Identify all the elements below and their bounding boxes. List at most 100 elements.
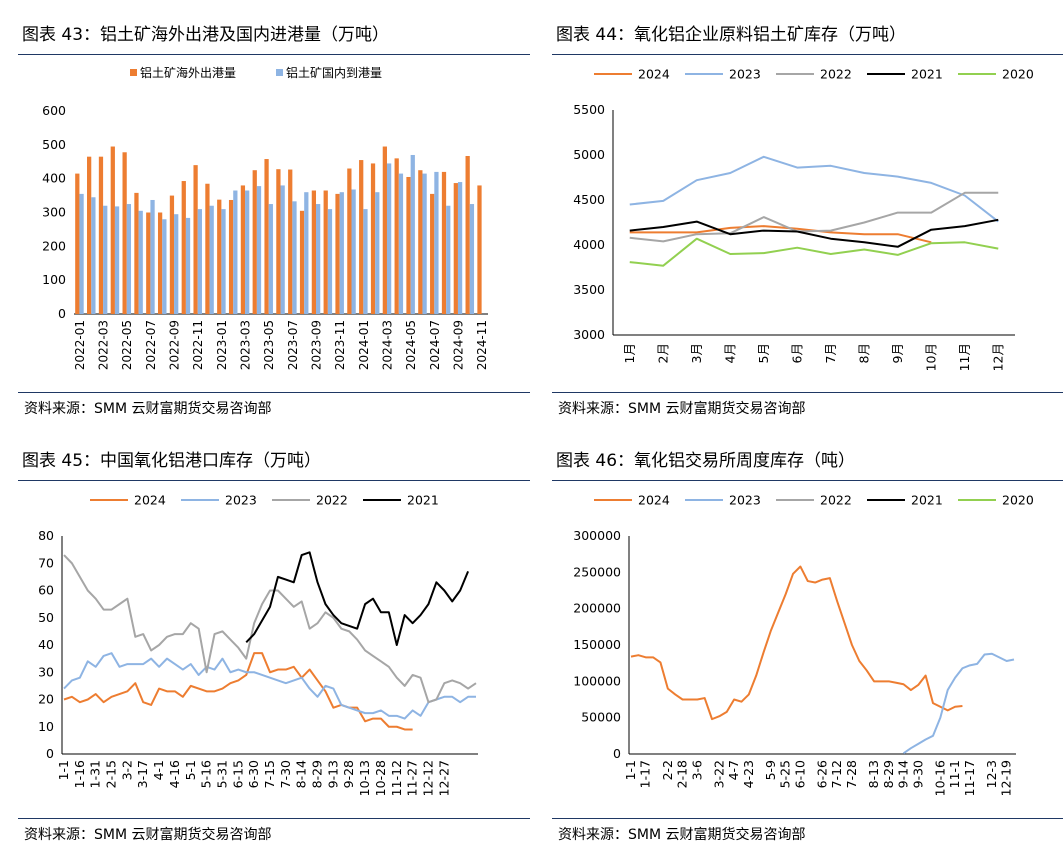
x-tick-label: 11月 <box>957 343 972 371</box>
chart-title: 图表 43：铝土矿海外出港及国内进港量（万吨） <box>22 25 390 45</box>
y-tick-label: 40 <box>38 637 54 652</box>
x-tick-label: 2024-07 <box>428 320 442 370</box>
bar-2022-02-s1 <box>91 197 96 314</box>
x-tick-label: 7-12 <box>829 760 844 788</box>
legend-label-2023: 2023 <box>729 67 761 82</box>
x-tick-label: 2022-07 <box>144 320 158 370</box>
bar-2024-07-s1 <box>434 171 439 314</box>
y-tick-label: 500 <box>42 137 66 152</box>
x-tick-label: 5-25 <box>778 760 793 788</box>
bar-2022-04-s0 <box>110 146 115 314</box>
x-tick-label: 3月 <box>689 343 704 363</box>
bar-2023-09-s0 <box>311 190 317 314</box>
x-tick-label: 1-1 <box>623 760 638 780</box>
bar-2022-06-s0 <box>134 192 139 314</box>
x-tick-label: 2-15 <box>104 760 119 788</box>
bar-2023-12-s1 <box>351 189 356 314</box>
x-tick-label: 11-12 <box>389 760 404 796</box>
x-tick-label: 8月 <box>856 343 871 363</box>
y-tick-label: 600 <box>42 103 66 118</box>
series-line-2020 <box>629 237 999 267</box>
bar-2022-10-s1 <box>185 217 191 314</box>
legend-label-2020: 2020 <box>1002 67 1034 82</box>
bar-2024-08-s1 <box>446 205 451 314</box>
x-tick-label: 7月 <box>823 343 838 363</box>
y-tick-label: 100000 <box>573 673 621 688</box>
bar-2024-05-s0 <box>406 176 411 314</box>
panel-chart-46: 图表 46：氧化铝交易所周度库存（吨） 0 50000 100000 150000 20… <box>552 436 1063 846</box>
bar-2022-09-s0 <box>169 195 175 314</box>
x-tick-label: 9-14 <box>896 760 911 788</box>
y-tick-label: 3000 <box>573 327 605 342</box>
x-tick-label: 8-14 <box>294 760 309 788</box>
bar-2022-12-s0 <box>205 183 210 314</box>
y-tick-label: 100 <box>42 272 66 287</box>
x-tick-label: 10月 <box>923 343 938 371</box>
bar-2024-06-s0 <box>418 170 423 314</box>
bar-2022-06-s1 <box>138 210 143 314</box>
bar-2022-11-s0 <box>193 165 198 314</box>
x-tick-label: 3-2 <box>119 760 134 780</box>
bar-2023-10-s1 <box>327 209 333 314</box>
x-tick-label: 1-16 <box>72 760 87 788</box>
legend-label-2022: 2022 <box>820 67 852 82</box>
x-tick-label: 5月 <box>756 343 771 363</box>
x-tick-label: 2023-01 <box>215 320 229 370</box>
x-tick-label: 10-13 <box>357 760 372 796</box>
x-tick-label: 12-27 <box>436 760 451 796</box>
x-tick-label: 9-13 <box>325 760 340 788</box>
title-rule <box>18 54 530 55</box>
bar-2022-01-s0 <box>75 173 80 314</box>
y-tick-label: 300 <box>42 205 66 220</box>
bar-2023-12-s0 <box>347 168 352 314</box>
legend-label-2022: 2022 <box>820 493 852 508</box>
y-tick-label: 70 <box>38 555 54 570</box>
y-tick-label: 80 <box>38 528 54 543</box>
x-tick-label: 5-1 <box>183 760 198 780</box>
bar-2022-08-s1 <box>162 219 167 314</box>
x-tick-label: 12-3 <box>984 760 999 788</box>
bar-2023-04-s1 <box>256 186 262 314</box>
x-tick-label: 4-7 <box>726 760 741 780</box>
x-tick-label: 5-16 <box>199 760 214 788</box>
bar-2022-10-s0 <box>181 181 186 314</box>
y-tick-label: 200 <box>42 238 66 253</box>
bar-2023-08-s0 <box>299 210 305 314</box>
legend-label-2023: 2023 <box>225 493 257 508</box>
legend-swatch-铝土矿海外出港量 <box>130 69 137 76</box>
bar-2024-05-s1 <box>410 154 415 314</box>
x-tick-label: 1-1 <box>56 760 71 780</box>
series-line-2022 <box>63 554 477 704</box>
x-tick-label: 3-17 <box>135 760 150 788</box>
bar-2022-09-s1 <box>174 214 179 314</box>
bar-2022-02-s0 <box>87 156 92 314</box>
bar-2023-11-s1 <box>339 192 344 314</box>
x-tick-label: 10-16 <box>932 760 947 796</box>
y-tick-label: 200000 <box>573 601 621 616</box>
y-tick-label: 60 <box>38 583 54 598</box>
bar-2022-03-s0 <box>98 156 104 314</box>
x-tick-label: 2023-07 <box>286 320 300 370</box>
series-line-2024 <box>63 652 413 731</box>
x-tick-label: 6-30 <box>246 760 261 788</box>
x-tick-label: 2023-03 <box>239 320 253 370</box>
panel-chart-44: 图表 44：氧化铝企业原料铝土矿库存（万吨） 3000 3500 4000 4500 5… <box>552 10 1063 420</box>
x-tick-label: 2022-05 <box>120 320 134 370</box>
x-tick-label: 2022-11 <box>191 320 205 370</box>
series-line-2021 <box>245 551 470 646</box>
x-tick-label: 12-19 <box>999 760 1014 796</box>
x-tick-label: 2024-11 <box>475 320 489 370</box>
bar-2024-04-s0 <box>394 158 399 314</box>
bar-2024-11-s0 <box>477 185 482 314</box>
source-rule <box>552 818 1063 819</box>
bar-2022-04-s1 <box>114 206 120 314</box>
y-tick-label: 250000 <box>573 564 621 579</box>
x-tick-label: 2-2 <box>660 760 675 780</box>
bar-2024-09-s0 <box>453 183 458 314</box>
chart-title: 图表 46：氧化铝交易所周度库存（吨） <box>556 451 856 471</box>
bar-2024-07-s0 <box>430 193 435 314</box>
x-tick-label: 9-30 <box>910 760 925 788</box>
bar-2022-08-s0 <box>157 212 163 314</box>
bar-2022-03-s1 <box>103 205 108 314</box>
legend-label-2021: 2021 <box>911 67 943 82</box>
